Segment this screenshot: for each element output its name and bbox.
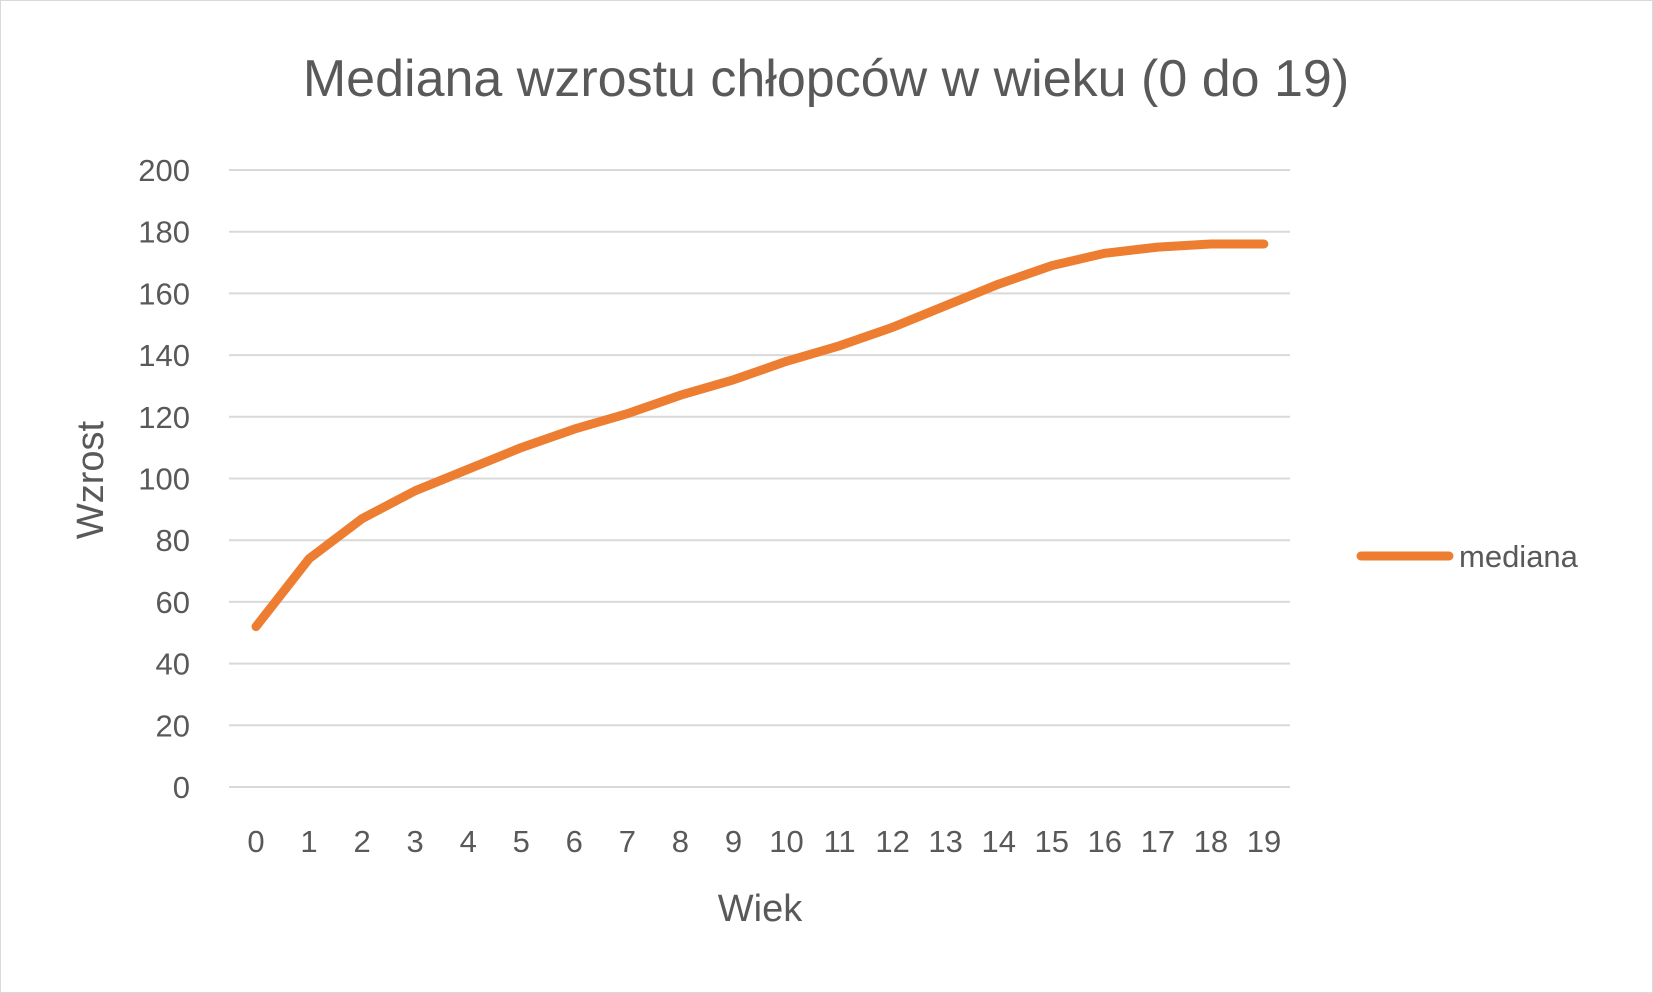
- x-tick-label: 17: [1141, 824, 1175, 859]
- series-line-mediana: [251, 239, 1269, 632]
- y-tick-label: 60: [156, 585, 190, 620]
- y-tick-label: 100: [138, 462, 190, 497]
- x-tick-label: 7: [619, 824, 636, 859]
- y-tick-label: 200: [138, 153, 190, 188]
- x-tick-label: 8: [672, 824, 689, 859]
- x-tick-label: 15: [1035, 824, 1069, 859]
- x-axis-label: Wiek: [718, 888, 803, 930]
- x-tick-label: 14: [981, 824, 1015, 859]
- x-tick-label: 16: [1088, 824, 1122, 859]
- legend-label-mediana: mediana: [1459, 539, 1579, 574]
- gridlines: [229, 169, 1290, 788]
- x-tick-label: 13: [928, 824, 962, 859]
- x-tick-label: 2: [353, 824, 370, 859]
- y-tick-label: 180: [138, 215, 190, 250]
- x-tick-label: 3: [407, 824, 424, 859]
- x-tick-label: 9: [725, 824, 742, 859]
- series-lines: [251, 239, 1269, 632]
- x-tick-label: 1: [300, 824, 317, 859]
- x-tick-label: 0: [247, 824, 264, 859]
- y-axis-ticks: 0 20 40 60 80 100 120 140 160 180 200: [138, 153, 190, 805]
- x-tick-label: 11: [823, 824, 855, 859]
- x-tick-label: 18: [1194, 824, 1228, 859]
- x-tick-label: 19: [1247, 824, 1281, 859]
- y-tick-label: 20: [156, 708, 190, 743]
- x-tick-label: 12: [875, 824, 909, 859]
- y-tick-label: 120: [138, 400, 190, 435]
- chart-title: Mediana wzrostu chłopców w wieku (0 do 1…: [303, 50, 1349, 108]
- x-tick-label: 5: [513, 824, 530, 859]
- legend: mediana: [1356, 539, 1579, 574]
- y-tick-label: 40: [156, 647, 190, 682]
- y-tick-label: 160: [138, 276, 190, 311]
- y-tick-label: 140: [138, 338, 190, 373]
- y-axis-label: Wzrost: [70, 420, 112, 539]
- x-tick-label: 10: [769, 824, 803, 859]
- x-tick-label: 4: [460, 824, 477, 859]
- x-axis-ticks: 0 1 2 3 4 5 6 7 8 9 10 11 12 13 14 15 16 17 18 19: [247, 824, 1281, 859]
- x-tick-label: 6: [566, 824, 583, 859]
- y-tick-label: 80: [156, 523, 190, 558]
- y-tick-label: 0: [173, 770, 190, 805]
